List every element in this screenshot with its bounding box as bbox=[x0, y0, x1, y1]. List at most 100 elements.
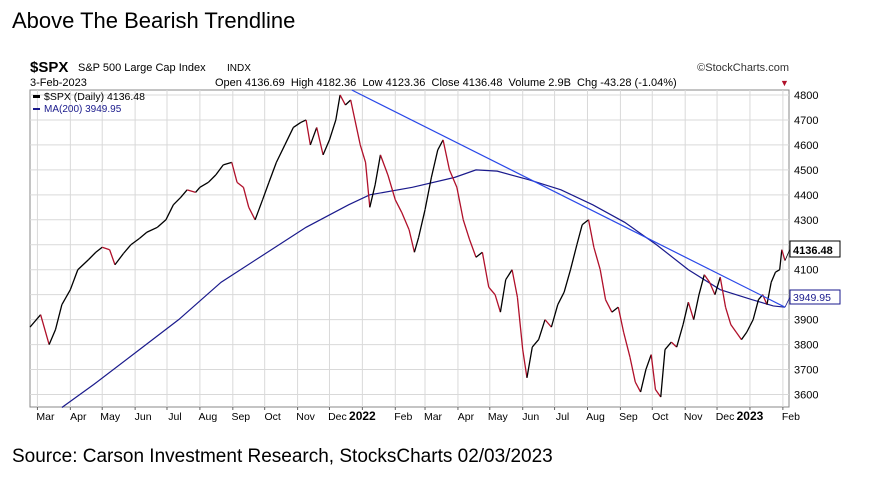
price-segment bbox=[587, 219, 595, 248]
price-segment bbox=[172, 196, 182, 206]
change-down-icon: ▼ bbox=[780, 78, 789, 88]
price-segment bbox=[146, 226, 158, 233]
price-segment bbox=[456, 187, 464, 220]
quote-line: Open 4136.69 High 4182.36 Low 4123.36 Cl… bbox=[215, 77, 677, 89]
price-segment bbox=[328, 119, 337, 141]
price-segment bbox=[354, 119, 361, 146]
legend-ma: MA(200) 3949.95 bbox=[44, 104, 122, 115]
price-segment bbox=[369, 184, 376, 208]
price-segment bbox=[69, 269, 79, 290]
price-segment bbox=[199, 181, 209, 188]
price-segment bbox=[122, 244, 132, 254]
price-segment bbox=[481, 252, 490, 288]
y-tick-label: 4400 bbox=[794, 190, 818, 202]
y-tick-label: 3600 bbox=[794, 390, 818, 402]
price-segment bbox=[394, 199, 403, 213]
x-tick-label: Mar bbox=[424, 411, 443, 423]
x-tick-label: Mar bbox=[36, 411, 55, 423]
price-segment bbox=[102, 246, 110, 251]
price-segment bbox=[442, 139, 451, 171]
price-segment bbox=[39, 314, 50, 345]
price-segment bbox=[95, 246, 103, 253]
price-segment bbox=[195, 186, 201, 193]
x-tick-label: Nov bbox=[296, 411, 315, 423]
price-segment bbox=[593, 247, 601, 270]
price-segment bbox=[775, 269, 781, 273]
ma-tag-pointer bbox=[784, 296, 791, 308]
price-segment bbox=[544, 319, 552, 328]
price-segment bbox=[526, 346, 533, 378]
price-last-tag: 4136.48 bbox=[789, 240, 841, 258]
price-segment bbox=[664, 341, 672, 351]
x-tick-label: Jul bbox=[556, 411, 569, 423]
price-segment bbox=[180, 189, 188, 198]
price-segment bbox=[316, 127, 324, 156]
y-tick-label: 4300 bbox=[794, 215, 818, 227]
price-segment bbox=[676, 324, 684, 348]
x-tick-label: Jul bbox=[168, 411, 181, 423]
price-segment bbox=[660, 349, 666, 398]
price-segment bbox=[215, 164, 224, 176]
price-segment bbox=[735, 331, 742, 340]
price-segment bbox=[305, 119, 311, 146]
ma-last-tag: 3949.95 bbox=[789, 289, 841, 305]
price-segment bbox=[254, 199, 264, 221]
price-segment bbox=[335, 94, 341, 121]
price-segment bbox=[611, 306, 619, 313]
price-segment bbox=[207, 174, 217, 183]
price-segment bbox=[698, 274, 705, 295]
source-note: Source: Carson Investment Research, Stoc… bbox=[12, 446, 553, 467]
price-segment bbox=[275, 144, 286, 163]
x-tick-label: Dec bbox=[328, 411, 347, 423]
price-segment bbox=[350, 99, 356, 121]
price-segment bbox=[781, 249, 786, 261]
ma-tag-box bbox=[789, 289, 841, 305]
price-segment bbox=[424, 177, 433, 210]
price-segment bbox=[538, 319, 546, 340]
price-segment bbox=[300, 119, 307, 124]
price-segment bbox=[746, 319, 754, 333]
x-tick-label: Feb bbox=[394, 411, 412, 423]
y-tick-label: 4700 bbox=[794, 115, 818, 127]
x-tick-label: Nov bbox=[684, 411, 703, 423]
price-segment bbox=[77, 259, 89, 271]
x-tick-label: Dec bbox=[716, 411, 735, 423]
price-segment bbox=[165, 204, 174, 221]
bearish-trendline bbox=[351, 89, 786, 308]
x-tick-label: Aug bbox=[199, 411, 218, 423]
x-tick-label: Sep bbox=[231, 411, 250, 423]
y-tick-label: 4600 bbox=[794, 140, 818, 152]
price-segment bbox=[576, 224, 583, 245]
x-tick-label: Apr bbox=[70, 411, 87, 423]
stock-chart: $SPX S&P 500 Large Cap Index INDX ©Stock… bbox=[29, 59, 841, 423]
price-segment bbox=[639, 369, 647, 393]
page-title: Above The Bearish Trendline bbox=[12, 8, 296, 33]
price-segment bbox=[730, 324, 737, 333]
price-segment bbox=[719, 277, 727, 308]
chart-date: 3-Feb-2023 bbox=[30, 77, 87, 89]
price-tag-box bbox=[789, 240, 841, 258]
x-tick-label: Sep bbox=[619, 411, 638, 423]
price-segment bbox=[714, 277, 721, 295]
price-tag-pointer bbox=[784, 248, 791, 261]
price-segment bbox=[387, 174, 396, 201]
price-segment bbox=[617, 307, 625, 333]
price-segment bbox=[622, 331, 631, 358]
x-tick-label: 2023 bbox=[737, 409, 764, 423]
price-segment bbox=[516, 297, 524, 350]
x-tick-label: Oct bbox=[652, 411, 668, 423]
y-tick-label: 4500 bbox=[794, 165, 818, 177]
price-segment bbox=[359, 144, 367, 163]
price-segment bbox=[505, 269, 513, 281]
x-tick-label: May bbox=[100, 411, 121, 423]
price-segment bbox=[522, 349, 528, 378]
price-segment bbox=[379, 154, 389, 176]
price-segment bbox=[309, 127, 318, 146]
price-segment bbox=[186, 189, 196, 193]
price-segment bbox=[418, 209, 426, 238]
price-segment bbox=[550, 304, 559, 328]
price-segment bbox=[364, 162, 371, 208]
x-tick-label: May bbox=[488, 411, 509, 423]
price-segment bbox=[448, 169, 458, 188]
price-segment bbox=[740, 331, 748, 340]
